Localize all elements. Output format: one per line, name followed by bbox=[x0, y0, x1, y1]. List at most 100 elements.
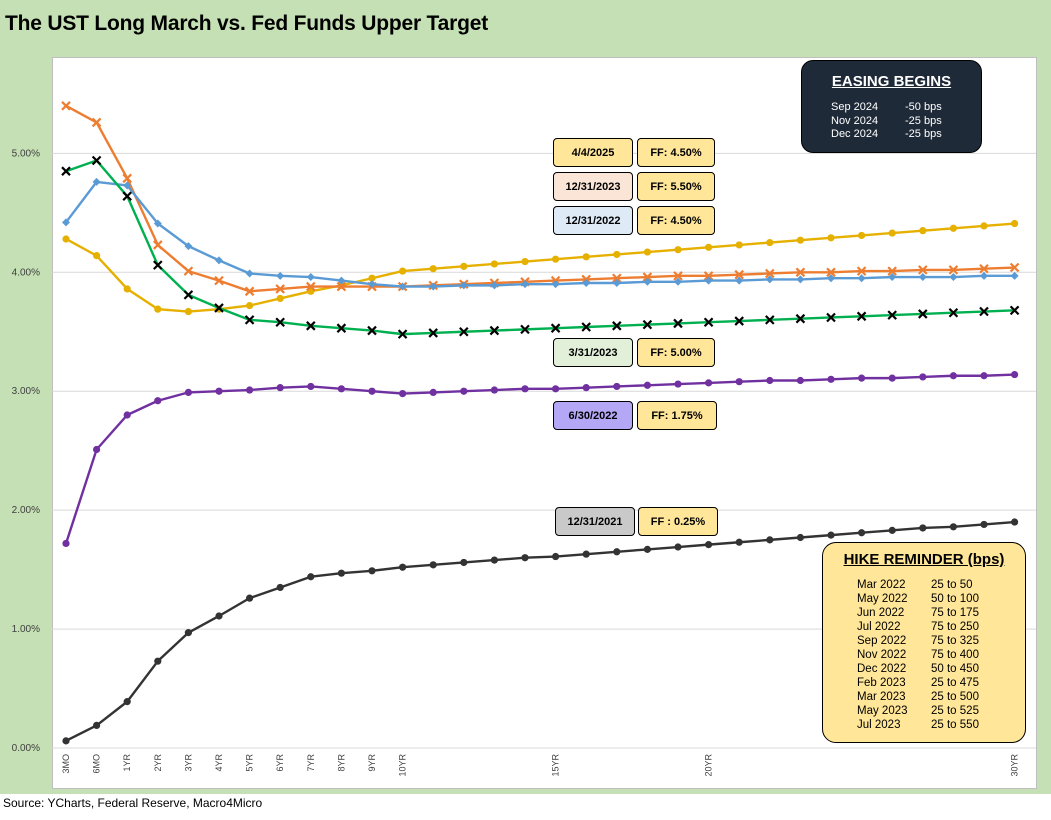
x-tick-label: 6MO bbox=[92, 754, 102, 774]
data-point bbox=[460, 262, 468, 270]
chart-title: The UST Long March vs. Fed Funds Upper T… bbox=[5, 12, 488, 35]
data-point bbox=[827, 375, 835, 383]
data-point bbox=[184, 388, 192, 397]
data-point bbox=[612, 273, 622, 284]
data-point bbox=[93, 252, 101, 260]
data-point bbox=[674, 543, 682, 551]
data-point bbox=[888, 374, 896, 382]
hike-month: Dec 2022 bbox=[857, 663, 907, 675]
data-point bbox=[337, 385, 345, 393]
data-point bbox=[918, 273, 927, 282]
data-point bbox=[154, 305, 162, 313]
data-point bbox=[337, 569, 345, 577]
data-point bbox=[123, 181, 132, 190]
data-point bbox=[275, 284, 285, 294]
data-point bbox=[858, 529, 866, 537]
data-point bbox=[429, 265, 437, 273]
data-point bbox=[336, 323, 347, 333]
series-line bbox=[64, 373, 1015, 544]
data-point bbox=[673, 318, 683, 329]
data-point bbox=[215, 256, 223, 265]
data-point bbox=[91, 155, 102, 166]
hike-row: Jul 2022 75 to 250 bbox=[857, 621, 979, 633]
data-point bbox=[399, 389, 407, 398]
data-point bbox=[520, 324, 530, 335]
hike-row: Sep 2022 75 to 325 bbox=[857, 635, 979, 647]
data-point bbox=[918, 309, 928, 319]
data-point bbox=[368, 274, 376, 282]
data-point bbox=[276, 271, 285, 280]
data-point bbox=[703, 317, 714, 328]
x-tick-label: 1YR bbox=[122, 754, 132, 772]
data-point bbox=[796, 376, 805, 385]
hike-row: Nov 2022 75 to 400 bbox=[857, 649, 979, 661]
data-point bbox=[765, 275, 774, 284]
data-point bbox=[887, 310, 897, 320]
data-point bbox=[980, 222, 988, 230]
data-point bbox=[459, 326, 469, 337]
hike-month: Jul 2022 bbox=[857, 621, 901, 633]
series-line bbox=[65, 222, 1015, 313]
data-point bbox=[123, 698, 131, 706]
data-point bbox=[1011, 219, 1019, 228]
source-note: Source: YCharts, Federal Reserve, Macro4… bbox=[3, 796, 263, 810]
x-tick-label: 4YR bbox=[214, 754, 224, 772]
data-point bbox=[489, 325, 500, 336]
data-point bbox=[276, 294, 284, 303]
y-tick-label: 5.00% bbox=[12, 148, 40, 159]
data-point bbox=[705, 243, 713, 251]
data-point bbox=[1011, 370, 1019, 379]
data-point bbox=[980, 372, 988, 380]
data-point bbox=[276, 583, 284, 592]
data-point bbox=[581, 322, 591, 332]
hike-range: 75 to 325 bbox=[931, 635, 979, 647]
data-point bbox=[734, 316, 744, 326]
data-point bbox=[796, 275, 805, 284]
series-line bbox=[65, 104, 1015, 293]
data-point bbox=[153, 219, 162, 228]
data-point bbox=[154, 657, 162, 665]
easing-date: Nov 2024 bbox=[831, 115, 879, 127]
data-point bbox=[490, 556, 498, 564]
data-point bbox=[183, 266, 194, 276]
hike-month: May 2023 bbox=[857, 705, 908, 717]
data-point bbox=[888, 273, 897, 282]
data-point bbox=[642, 319, 653, 330]
data-point bbox=[552, 385, 560, 393]
hike-heading: HIKE REMINDER (bps) bbox=[843, 551, 1005, 568]
hike-range: 50 to 450 bbox=[931, 663, 979, 675]
data-point bbox=[551, 280, 560, 289]
data-point bbox=[949, 523, 958, 531]
data-point bbox=[949, 273, 958, 282]
y-tick-label: 2.00% bbox=[12, 505, 40, 516]
x-tick-label: 9YR bbox=[367, 754, 377, 772]
hike-range: 25 to 475 bbox=[931, 677, 979, 689]
label-date-dec2021: 12/31/2021 bbox=[555, 507, 635, 536]
data-point bbox=[612, 278, 621, 287]
data-point bbox=[643, 277, 652, 286]
data-point bbox=[582, 253, 590, 261]
data-point bbox=[153, 240, 163, 250]
easing-row: Sep 2024 -50 bps bbox=[831, 101, 942, 113]
hike-row: Dec 2022 50 to 450 bbox=[857, 663, 979, 675]
y-tick-label: 1.00% bbox=[12, 624, 40, 635]
data-point bbox=[1009, 305, 1020, 316]
data-point bbox=[735, 241, 743, 249]
data-point bbox=[826, 267, 836, 278]
data-point bbox=[642, 272, 653, 282]
data-point bbox=[796, 236, 805, 244]
data-point bbox=[306, 273, 315, 282]
label-ff-mar2023: FF: 5.00% bbox=[637, 338, 715, 367]
data-point bbox=[1010, 271, 1019, 280]
data-point bbox=[856, 266, 867, 276]
label-ff-dec2022: FF: 4.50% bbox=[637, 206, 715, 235]
data-point bbox=[61, 166, 71, 176]
data-point bbox=[643, 381, 652, 389]
data-point bbox=[766, 376, 774, 385]
title-bar: The UST Long March vs. Fed Funds Upper T… bbox=[0, 0, 1051, 42]
data-point bbox=[888, 526, 896, 534]
hike-row: May 2022 50 to 100 bbox=[857, 593, 979, 605]
data-point bbox=[275, 317, 285, 328]
data-point bbox=[948, 307, 959, 318]
